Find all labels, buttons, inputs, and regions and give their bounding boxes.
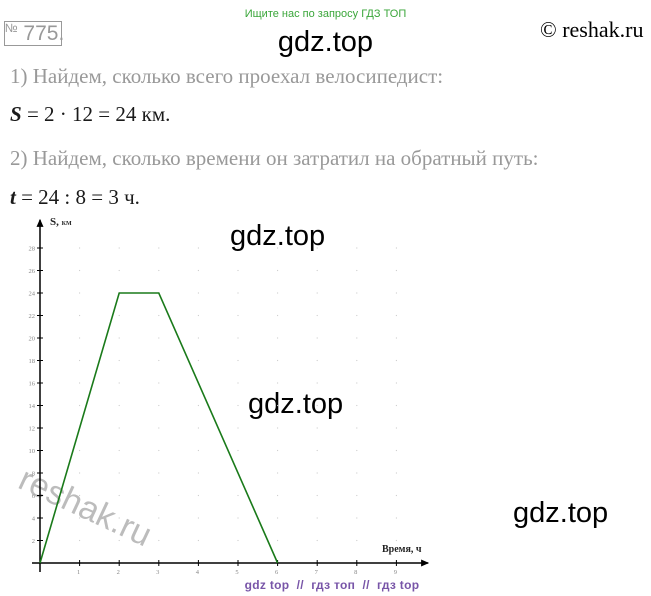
svg-text:28: 28 <box>29 245 36 252</box>
svg-text:26: 26 <box>29 268 36 275</box>
svg-text:12: 12 <box>29 425 36 432</box>
svg-text:1: 1 <box>77 569 80 576</box>
svg-text:6: 6 <box>275 569 279 576</box>
svg-text:10: 10 <box>29 448 36 455</box>
svg-text:22: 22 <box>29 313 36 320</box>
svg-text:18: 18 <box>29 358 36 365</box>
svg-text:8: 8 <box>32 470 35 477</box>
svg-text:14: 14 <box>29 403 36 410</box>
svg-text:5: 5 <box>235 569 238 576</box>
svg-text:8: 8 <box>354 569 357 576</box>
svg-text:2: 2 <box>117 569 120 576</box>
svg-text:4: 4 <box>32 515 36 522</box>
svg-text:20: 20 <box>29 335 36 342</box>
svg-text:16: 16 <box>29 380 36 387</box>
svg-text:2: 2 <box>32 538 35 545</box>
svg-text:9: 9 <box>394 569 397 576</box>
svg-text:7: 7 <box>315 569 319 576</box>
svg-text:3: 3 <box>156 569 159 576</box>
svg-text:6: 6 <box>32 493 36 500</box>
svg-text:4: 4 <box>196 569 200 576</box>
svg-text:24: 24 <box>29 290 36 297</box>
